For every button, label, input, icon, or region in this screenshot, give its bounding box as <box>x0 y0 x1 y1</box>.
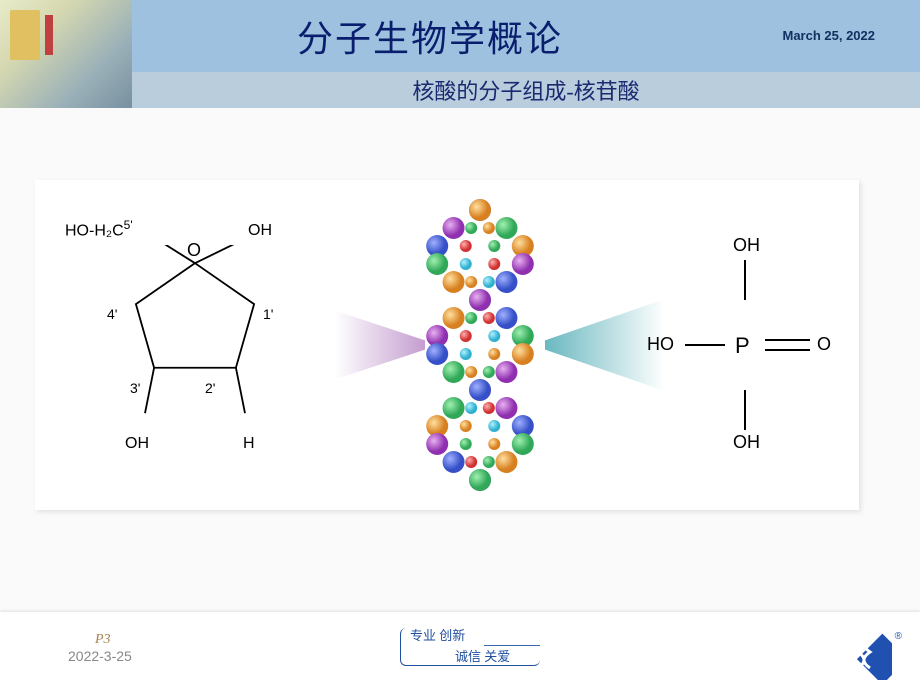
footer-date: 2022-3-25 <box>68 648 132 664</box>
label-oxygen: O <box>187 240 201 261</box>
label-ho-h2c: HO-H₂C5' <box>65 218 133 240</box>
label-oh-up: OH <box>733 235 760 256</box>
registered-mark: ® <box>895 631 902 642</box>
label-oh-down: OH <box>733 432 760 453</box>
header-band: 分子生物学概论 March 25, 2022 核酸的分子组成-核苷酸 <box>0 0 920 108</box>
ribose-ring-svg <box>90 245 300 445</box>
label-phosphorus: P <box>735 333 750 359</box>
label-h-bottom: H <box>243 435 255 453</box>
footer-motto: 专业 创新 诚信 关爱 <box>405 625 510 665</box>
header-lab-photo <box>0 0 132 108</box>
motto-line-2: 诚信 关爱 <box>405 646 510 665</box>
header-date: March 25, 2022 <box>782 28 875 43</box>
phosphate-diagram: OH HO P O OH <box>625 180 859 510</box>
main-title: 分子生物学概论 <box>297 10 563 62</box>
title-band: 分子生物学概论 March 25, 2022 <box>132 0 920 72</box>
label-c3: 3' <box>130 380 140 396</box>
footer: P3 2022-3-25 专业 创新 诚信 关爱 ® <box>0 612 920 690</box>
company-logo-icon <box>836 624 892 680</box>
ribose-sugar-diagram: HO-H₂C5' O OH 4' 1' 3' 2' OH H <box>35 180 335 510</box>
subtitle: 核酸的分子组成-核苷酸 <box>412 74 639 106</box>
label-o-right: O <box>817 334 831 355</box>
label-ho-left: HO <box>647 334 674 355</box>
page-number: P3 <box>95 632 111 648</box>
label-oh-top: OH <box>248 222 272 240</box>
motto-line-1: 专业 创新 <box>405 625 510 644</box>
label-c4: 4' <box>107 306 117 322</box>
label-c2: 2' <box>205 380 215 396</box>
dna-helix-diagram <box>405 195 555 495</box>
subtitle-band: 核酸的分子组成-核苷酸 <box>132 72 920 108</box>
label-c1: 1' <box>263 306 273 322</box>
diagram-panel: HO-H₂C5' O OH 4' 1' 3' 2' OH H <box>35 180 859 510</box>
dna-helix-svg <box>405 195 555 495</box>
label-oh-bottom: OH <box>125 435 149 453</box>
